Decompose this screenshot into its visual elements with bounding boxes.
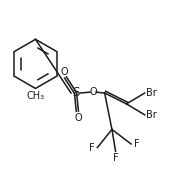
Text: Br: Br	[146, 88, 157, 98]
Text: F: F	[134, 139, 139, 149]
Text: S: S	[72, 86, 79, 100]
Text: CH₃: CH₃	[26, 91, 45, 101]
Text: O: O	[74, 113, 82, 123]
Text: Br: Br	[146, 110, 157, 120]
Text: F: F	[113, 153, 118, 163]
Text: F: F	[89, 143, 95, 153]
Text: O: O	[61, 67, 68, 77]
Text: O: O	[89, 87, 97, 97]
